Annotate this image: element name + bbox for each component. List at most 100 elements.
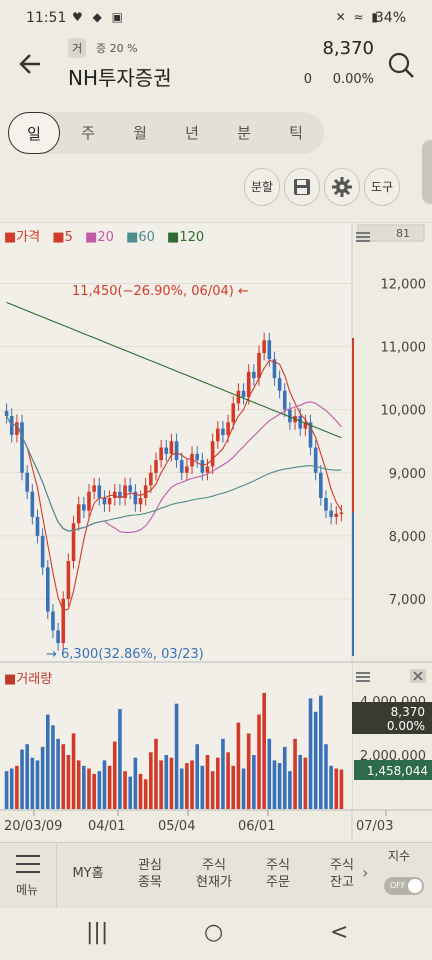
nav-stock-price[interactable]: 주식 현재가 xyxy=(196,858,232,890)
candle-body xyxy=(226,422,230,435)
date-tick-label: 07/03 xyxy=(356,819,393,834)
volume-bar xyxy=(71,733,76,809)
candle-body xyxy=(190,453,194,467)
volume-bar xyxy=(241,768,246,809)
ma5-line xyxy=(6,359,342,611)
candle-body xyxy=(205,466,210,473)
save-icon[interactable] xyxy=(284,168,320,206)
volume-hamburger-icon xyxy=(356,672,370,682)
candle-body xyxy=(174,441,179,461)
volume-bar xyxy=(329,765,333,809)
candle-body xyxy=(298,416,303,429)
candle-body xyxy=(66,561,71,599)
candle-body xyxy=(221,428,225,435)
back-arrow-icon[interactable] xyxy=(16,46,48,82)
tab-tick[interactable]: 틱 xyxy=(289,124,303,142)
volume-bar xyxy=(15,765,19,809)
current-volume-flag-label: 1,458,044 xyxy=(367,764,428,778)
volume-bar xyxy=(102,760,107,809)
volume-bar xyxy=(257,714,261,809)
volume-bar xyxy=(298,755,303,809)
volume-bar xyxy=(138,773,143,809)
menu-icon[interactable] xyxy=(16,855,40,875)
tab-monthly[interactable]: 월 xyxy=(133,124,147,142)
candle-body xyxy=(236,390,241,404)
date-tick-label: 04/01 xyxy=(88,819,125,834)
menu-label[interactable]: 메뉴 xyxy=(16,883,39,897)
chart-toolbar: 분할 도구 xyxy=(0,168,432,208)
current-volume-flag xyxy=(354,760,432,780)
candle-body xyxy=(282,390,287,410)
candle-body xyxy=(123,485,127,498)
candle-body xyxy=(102,498,107,505)
volume-bar xyxy=(123,771,127,809)
tab-minute[interactable]: 분 xyxy=(237,124,251,142)
volume-bar xyxy=(226,752,230,809)
volume-bar xyxy=(159,760,163,809)
candle-body xyxy=(272,359,277,379)
stock-title[interactable]: NH투자증권 xyxy=(68,66,172,90)
current-price: 8,370 xyxy=(322,38,374,59)
recent-apps-icon[interactable]: ||| xyxy=(86,920,109,945)
back-icon[interactable]: < xyxy=(330,920,349,945)
close-icon xyxy=(410,669,426,683)
volume-bar xyxy=(210,771,215,809)
nav-my-home[interactable]: MY홈 xyxy=(72,866,104,881)
nav-stock-order[interactable]: 주식 주문 xyxy=(266,858,290,890)
candle-body xyxy=(30,491,35,517)
stock-chart[interactable]: 12,00011,00010,0009,0008,0007,0004,000,0… xyxy=(0,221,432,844)
candle-body xyxy=(4,410,9,416)
volume-bar xyxy=(334,768,339,809)
home-icon[interactable]: ○ xyxy=(204,920,224,945)
volume-bar xyxy=(231,765,236,809)
notification-icons: ♥ ◆ ▣ xyxy=(72,10,126,24)
candle-body xyxy=(107,498,112,505)
candle-body xyxy=(35,516,40,536)
tab-daily[interactable]: 일 xyxy=(8,112,60,154)
volume-bar xyxy=(82,765,86,809)
nav-watchlist[interactable]: 관심 종목 xyxy=(138,858,162,890)
candle-body xyxy=(76,504,81,524)
tab-weekly[interactable]: 주 xyxy=(81,124,95,142)
candle-body xyxy=(15,422,19,435)
volume-bar xyxy=(205,755,210,809)
candle-body xyxy=(128,485,133,492)
candle-body xyxy=(313,447,318,473)
status-time: 11:51 xyxy=(26,10,67,26)
settings-gear-icon[interactable] xyxy=(324,168,360,206)
nav-stock-balance[interactable]: 주식 잔고 xyxy=(330,858,354,890)
side-panel-handle[interactable] xyxy=(422,140,432,204)
volume-bar xyxy=(252,755,256,809)
date-tick-label: 06/01 xyxy=(238,819,275,834)
volume-bar xyxy=(308,698,313,809)
candle-body xyxy=(154,460,158,473)
chart-area[interactable]: 12,00011,00010,0009,0008,0007,0004,000,0… xyxy=(0,221,432,844)
chevron-right-icon[interactable]: › xyxy=(362,863,369,882)
candle-body xyxy=(252,371,256,379)
ma120-line xyxy=(6,301,342,439)
volume-bar xyxy=(293,738,297,809)
date-tick-label: 20/03/09 xyxy=(4,819,62,834)
price-tick-label: 7,000 xyxy=(389,593,426,608)
candle-body xyxy=(112,491,117,498)
battery-level: 34% xyxy=(374,10,406,26)
volume-bar xyxy=(262,692,266,809)
period-tabs: 일 주 월 년 분 틱 xyxy=(8,112,324,154)
tab-yearly[interactable]: 년 xyxy=(185,124,199,142)
index-toggle[interactable]: OFF xyxy=(384,877,424,895)
candle-body xyxy=(169,441,174,454)
moving-averages xyxy=(6,301,342,611)
price-tick-label: 12,000 xyxy=(381,278,427,293)
candle-body xyxy=(308,422,313,448)
volume-bar xyxy=(133,757,138,809)
candle-body xyxy=(92,485,96,492)
candle-body xyxy=(159,447,163,461)
legend-price: ■가격 xyxy=(4,230,41,245)
legend-ma60: ■60 xyxy=(126,230,155,245)
volume-bar xyxy=(267,738,272,809)
tools-button[interactable]: 도구 xyxy=(364,168,400,206)
volume-bar xyxy=(143,779,148,809)
candle-body xyxy=(56,630,60,644)
split-button[interactable]: 분할 xyxy=(244,168,280,206)
search-icon[interactable] xyxy=(386,50,416,80)
